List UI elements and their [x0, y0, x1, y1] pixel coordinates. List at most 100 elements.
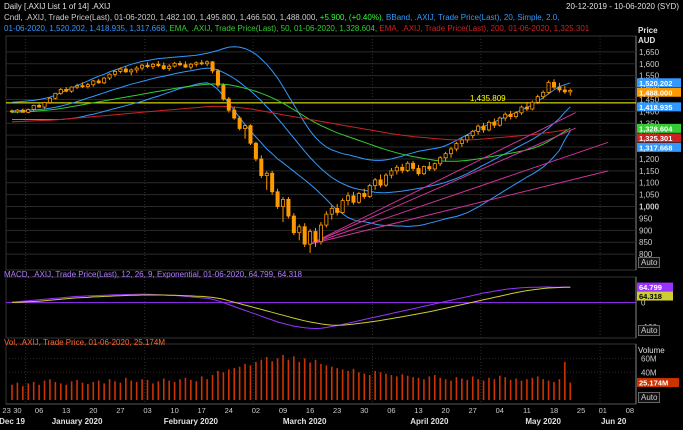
volume-bar	[162, 378, 165, 400]
volume-value-tag	[637, 378, 679, 388]
x-day-label: 20	[89, 406, 97, 415]
volume-bar	[32, 381, 35, 400]
volume-bar	[471, 376, 474, 400]
price-value-tag	[637, 78, 681, 88]
volume-bar	[450, 380, 452, 400]
volume-bar	[558, 379, 561, 400]
candle-body	[421, 166, 426, 175]
macd-value-tag	[637, 282, 673, 292]
candle-body	[541, 91, 546, 98]
price-tick-label: 1,200	[639, 155, 660, 164]
volume-bar	[222, 372, 225, 400]
candle-body	[373, 179, 378, 186]
volume-bar	[439, 377, 441, 400]
macd-legend: MACD, .AXIJ, Trade Price(Last), 12, 26, …	[4, 270, 302, 279]
x-day-label: 30	[13, 406, 21, 415]
volume-bar	[49, 379, 51, 400]
candle-body	[552, 81, 557, 88]
volume-bar	[54, 381, 57, 400]
volume-bar	[433, 375, 436, 400]
price-auto-button[interactable]: Auto	[638, 257, 661, 268]
candle-body	[129, 69, 134, 73]
price-legend-line1: Cndl, .AXIJ, Trade Price(Last), 01-06-20…	[4, 13, 559, 22]
candle-body	[411, 162, 416, 169]
volume-bar	[287, 359, 290, 400]
price-tick-label: 1,150	[639, 167, 660, 176]
volume-auto-button[interactable]: Auto	[638, 392, 661, 403]
volume-bar	[152, 383, 154, 400]
candle-body	[69, 86, 74, 92]
volume-bar	[542, 379, 544, 400]
x-day-label: 06	[387, 406, 395, 415]
volume-bar	[314, 359, 317, 400]
volume-bar	[190, 379, 192, 400]
macd-auto-button[interactable]: Auto	[638, 325, 661, 336]
horizontal-level-label: 1,435.809	[470, 94, 506, 103]
x-month-label: May 2020	[525, 417, 561, 426]
candle-body	[102, 77, 107, 84]
candle-body	[134, 67, 139, 71]
volume-bar	[92, 381, 95, 400]
price-tick-label: 1,400	[639, 107, 660, 116]
candle-body	[503, 113, 508, 119]
volume-bar	[206, 379, 208, 400]
volume-bar	[428, 376, 431, 400]
candle-body	[324, 213, 329, 226]
volume-bar	[282, 354, 284, 400]
candle-body	[253, 142, 258, 160]
candle-body	[497, 117, 502, 126]
x-month-label: February 2020	[164, 417, 219, 426]
x-day-label: 20	[441, 406, 449, 415]
volume-bar	[330, 366, 333, 400]
candle-body	[302, 226, 307, 245]
price-value-tag	[637, 102, 681, 112]
candle-body	[351, 195, 356, 203]
volume-legend: Vol, .AXIJ, Trade Price, 01-06-2020, 25.…	[4, 338, 165, 347]
volume-bar	[396, 376, 398, 400]
candle-body	[145, 64, 150, 68]
volume-bar	[379, 372, 382, 400]
candle-body	[183, 64, 188, 68]
candle-body	[530, 101, 535, 110]
price-value-tag	[637, 142, 681, 152]
volume-bar	[70, 381, 73, 400]
candle-body	[248, 125, 253, 144]
candle-body	[172, 62, 177, 67]
candle-body	[205, 61, 210, 65]
candle-body	[26, 109, 31, 113]
candle-body	[383, 174, 388, 186]
change-legend: +5.900, (+0.40%)	[319, 13, 382, 22]
candle-body	[161, 65, 166, 69]
price-tick-label: 1,050	[639, 191, 660, 200]
trend-line	[309, 127, 576, 245]
candle-body	[465, 135, 470, 141]
macd-line	[11, 286, 571, 330]
volume-axis-title: Volume	[638, 346, 665, 355]
volume-bar	[504, 377, 507, 400]
candle-body	[405, 162, 410, 171]
price-value-tag-label: 1,325.301	[639, 134, 672, 143]
price-value-tag-label: 1,317.668	[639, 143, 672, 152]
price-value-tag-label: 1,418.935	[639, 103, 672, 112]
candle-body	[297, 226, 302, 234]
price-value-tag-label: 1,520.202	[639, 79, 672, 88]
x-day-label: 11	[523, 406, 531, 415]
x-day-label: 30	[360, 406, 368, 415]
volume-bar	[509, 379, 512, 400]
ema200-legend: EMA, .AXIJ, Trade Price(Last), 200, 01-0…	[377, 24, 590, 33]
volume-bar	[536, 376, 539, 400]
candle-body	[568, 90, 573, 93]
candle-body	[449, 148, 454, 155]
macd-value-tag-label: 64.318	[639, 292, 662, 301]
x-day-label: 10	[170, 406, 178, 415]
x-day-label: 16	[306, 406, 314, 415]
volume-bar	[309, 362, 311, 400]
candle-body	[313, 231, 318, 243]
candle-body	[156, 63, 161, 67]
candle-body	[264, 172, 269, 177]
candle-body	[270, 172, 275, 193]
volume-bar	[130, 380, 133, 400]
candle-body	[318, 224, 323, 243]
price-tick-label: 800	[639, 250, 653, 259]
